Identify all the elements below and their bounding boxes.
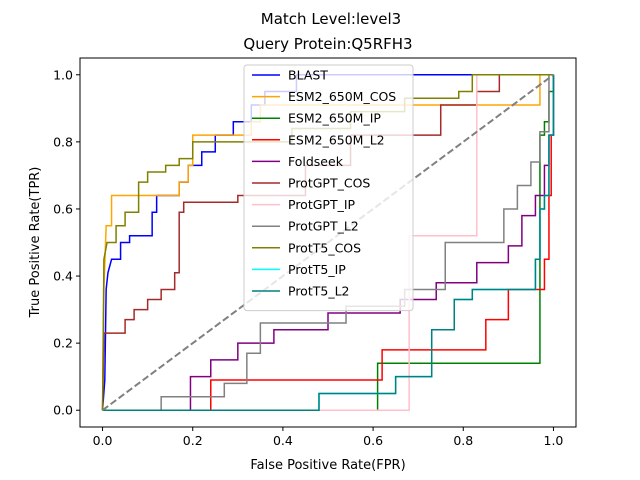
x-tick-label: 0.4 bbox=[273, 433, 293, 448]
series-line-prott5-l2 bbox=[102, 74, 555, 411]
axes-frame bbox=[79, 57, 577, 428]
legend-label: ProtT5_IP bbox=[288, 262, 346, 277]
x-tick-label: 0.6 bbox=[363, 433, 383, 448]
x-tick-label: 0.0 bbox=[93, 433, 113, 448]
chart-title: Query Protein:Q5RFH3 bbox=[243, 35, 412, 53]
series-line-esm2-650m-ip bbox=[102, 74, 555, 411]
legend-label: ESM2_650M_IP bbox=[288, 111, 381, 126]
chart-suptitle: Match Level:level3 bbox=[261, 10, 401, 28]
y-axis-ticks: 0.0 0.2 0.4 0.6 0.8 1.0 bbox=[53, 67, 80, 418]
y-tick-label: 0.8 bbox=[53, 134, 73, 149]
legend-label: ProtGPT_L2 bbox=[288, 219, 359, 234]
legend-label: ESM2_650M_COS bbox=[288, 89, 396, 104]
y-tick-label: 0.0 bbox=[53, 403, 73, 418]
legend-label: ProtGPT_COS bbox=[288, 176, 370, 191]
series-line-protgpt-l2 bbox=[102, 74, 554, 411]
y-tick-label: 0.4 bbox=[53, 269, 73, 284]
y-axis-label: True Positive Rate(TPR) bbox=[28, 167, 43, 319]
series-line-foldseek bbox=[102, 74, 555, 411]
legend-label: ESM2_650M_L2 bbox=[288, 132, 385, 147]
series-line-prott5-cos bbox=[101, 74, 554, 411]
legend: BLAST ESM2_650M_COS ESM2_650M_IP ESM2_650M_… bbox=[243, 64, 414, 312]
x-tick-label: 1.0 bbox=[544, 433, 564, 448]
legend-box bbox=[243, 64, 414, 312]
y-tick-label: 0.6 bbox=[53, 201, 73, 216]
legend-label: Foldseek bbox=[288, 154, 344, 169]
y-tick-label: 0.2 bbox=[53, 336, 73, 351]
legend-label: ProtT5_L2 bbox=[288, 284, 350, 299]
y-tick-label: 1.0 bbox=[53, 67, 73, 82]
x-tick-label: 0.2 bbox=[183, 433, 203, 448]
x-axis-ticks: 0.0 0.2 0.4 0.6 0.8 1.0 bbox=[93, 427, 564, 448]
series-line-protgpt-cos bbox=[101, 74, 554, 411]
x-tick-label: 0.8 bbox=[453, 433, 473, 448]
x-axis-label: False Positive Rate(FPR) bbox=[250, 458, 405, 473]
plot-area bbox=[101, 73, 555, 412]
legend-label: BLAST bbox=[288, 68, 328, 83]
legend-label: ProtGPT_IP bbox=[288, 197, 356, 212]
legend-label: ProtT5_COS bbox=[288, 240, 361, 255]
